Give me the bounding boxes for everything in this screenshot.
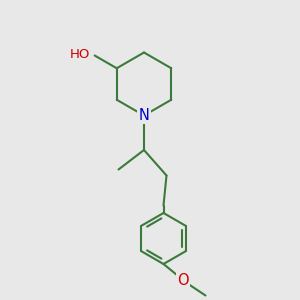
- Text: N: N: [139, 108, 149, 123]
- Text: O: O: [177, 273, 189, 288]
- Text: HO: HO: [70, 47, 90, 61]
